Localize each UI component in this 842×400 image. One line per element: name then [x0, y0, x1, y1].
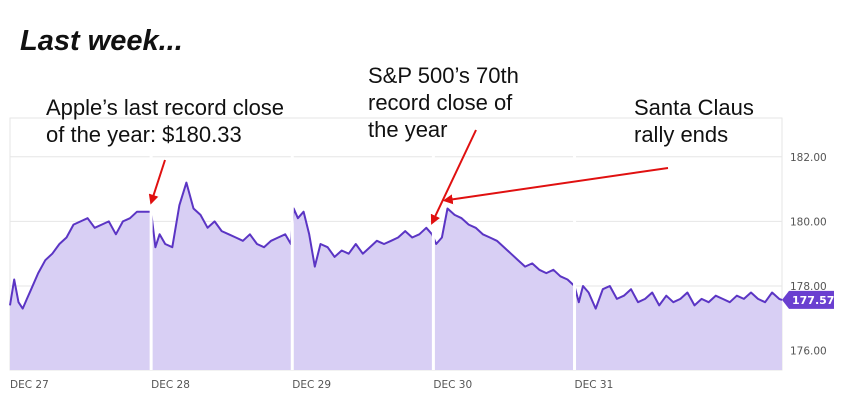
annotation-arrow-1: [430, 129, 477, 225]
annotation-0-line-1: of the year: $180.33: [46, 122, 242, 147]
x-tick-label-1: DEC 28: [151, 379, 190, 391]
annotation-1-line-0: S&P 500’s 70th: [368, 63, 519, 88]
price-area: [10, 182, 782, 370]
annotation-1-line-2: the year: [368, 117, 448, 142]
x-axis-ticks: DEC 27 DEC 28 DEC 29 DEC 30 DEC 31: [10, 379, 613, 391]
annotation-arrow-2: [442, 167, 669, 205]
annotation-1-line-1: record close of: [368, 90, 513, 115]
annotation-2-line-1: rally ends: [634, 122, 728, 147]
x-tick-label-0: DEC 27: [10, 379, 49, 391]
y-axis-ticks: 176.00 178.00 180.00 182.00: [790, 152, 827, 358]
last-value-badge-shape: [782, 290, 834, 309]
x-tick-label-4: DEC 31: [575, 379, 614, 391]
annotation-2-line-0: Santa Claus: [634, 95, 754, 120]
annotation-0-line-0: Apple’s last record close: [46, 95, 284, 120]
area-layer: [9, 181, 783, 370]
y-tick-label-2: 180.00: [790, 216, 827, 228]
chart-title: Last week...: [20, 25, 183, 57]
annotation-arrow-0: [148, 159, 166, 205]
y-tick-label-3: 182.00: [790, 152, 827, 164]
y-tick-label-1: 178.00: [790, 281, 827, 293]
last-value-label: 177.57: [792, 294, 834, 307]
x-tick-label-2: DEC 29: [292, 379, 331, 391]
last-value-badge: 177.57: [782, 290, 834, 309]
day-separators: [149, 148, 577, 370]
y-tick-label-0: 176.00: [790, 346, 827, 358]
price-line: [9, 181, 783, 310]
x-tick-label-3: DEC 30: [433, 379, 472, 391]
